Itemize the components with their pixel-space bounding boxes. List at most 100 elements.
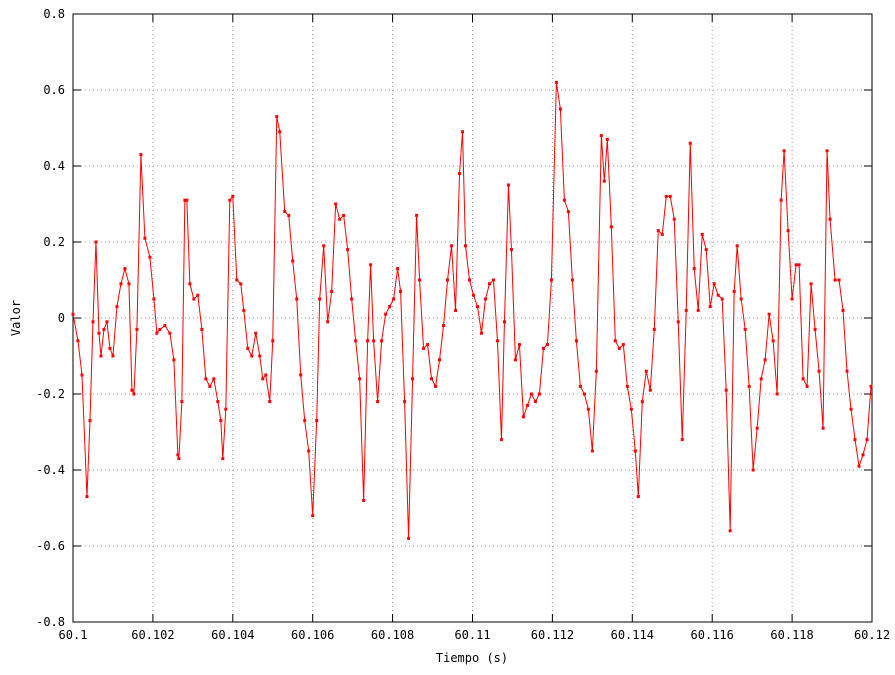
data-point bbox=[450, 244, 454, 248]
data-point bbox=[676, 320, 680, 324]
data-point bbox=[763, 358, 767, 362]
data-point bbox=[264, 373, 268, 377]
data-point bbox=[261, 377, 265, 381]
data-point bbox=[422, 346, 426, 350]
data-point bbox=[751, 468, 755, 472]
data-point bbox=[513, 358, 517, 362]
data-point bbox=[418, 278, 422, 282]
data-point bbox=[664, 194, 668, 198]
data-point bbox=[158, 327, 162, 331]
data-point bbox=[461, 130, 465, 134]
data-point bbox=[578, 384, 582, 388]
data-point bbox=[821, 426, 825, 430]
data-point bbox=[782, 149, 786, 153]
data-point bbox=[155, 331, 159, 335]
data-point bbox=[786, 229, 790, 233]
data-point bbox=[837, 278, 841, 282]
data-point bbox=[105, 320, 109, 324]
data-point bbox=[119, 282, 123, 286]
data-point bbox=[303, 419, 307, 423]
data-point bbox=[411, 377, 415, 381]
data-point bbox=[177, 457, 181, 461]
data-point bbox=[254, 331, 258, 335]
data-point bbox=[163, 324, 167, 328]
data-point bbox=[76, 339, 80, 343]
data-point bbox=[135, 327, 139, 331]
data-point bbox=[629, 407, 633, 411]
data-point bbox=[594, 369, 598, 373]
data-point bbox=[384, 312, 388, 316]
data-point bbox=[295, 297, 299, 301]
data-point bbox=[475, 305, 479, 309]
data-point bbox=[350, 297, 354, 301]
y-tick-label: 0.2 bbox=[43, 235, 65, 249]
x-tick-label: 60.112 bbox=[531, 628, 574, 642]
data-point bbox=[479, 331, 483, 335]
data-point bbox=[369, 263, 373, 267]
data-point bbox=[231, 194, 235, 198]
data-point bbox=[415, 213, 419, 217]
y-tick-label: 0.8 bbox=[43, 7, 65, 21]
data-point bbox=[849, 407, 853, 411]
data-point bbox=[275, 115, 279, 119]
data-point bbox=[287, 213, 291, 217]
data-point bbox=[668, 194, 672, 198]
data-point bbox=[228, 198, 232, 202]
data-point bbox=[219, 419, 223, 423]
x-tick-label: 60.1 bbox=[59, 628, 88, 642]
data-point bbox=[521, 415, 525, 419]
data-point bbox=[208, 384, 212, 388]
data-point bbox=[426, 343, 430, 347]
data-point bbox=[434, 384, 438, 388]
data-point bbox=[399, 289, 403, 293]
y-tick-label: -0.2 bbox=[36, 387, 65, 401]
data-point bbox=[143, 236, 147, 240]
data-point bbox=[755, 426, 759, 430]
data-point bbox=[545, 343, 549, 347]
data-point bbox=[644, 369, 648, 373]
data-point bbox=[617, 346, 621, 350]
data-point bbox=[660, 232, 664, 236]
data-point bbox=[529, 392, 533, 396]
data-point bbox=[108, 346, 112, 350]
data-point bbox=[771, 339, 775, 343]
data-point bbox=[790, 297, 794, 301]
data-point bbox=[403, 400, 407, 404]
data-point bbox=[127, 282, 131, 286]
data-point bbox=[358, 377, 362, 381]
x-tick-label: 60.102 bbox=[131, 628, 174, 642]
data-point bbox=[809, 282, 813, 286]
data-point bbox=[825, 149, 829, 153]
data-point bbox=[91, 320, 95, 324]
data-point bbox=[648, 388, 652, 392]
data-point bbox=[291, 259, 295, 263]
data-point bbox=[196, 293, 200, 297]
data-point bbox=[278, 130, 282, 134]
data-point bbox=[517, 343, 521, 347]
x-axis-label: Tiempo (s) bbox=[436, 651, 508, 665]
data-point bbox=[794, 263, 798, 267]
data-point bbox=[716, 293, 720, 297]
data-point bbox=[407, 536, 411, 540]
data-point bbox=[566, 210, 570, 214]
data-point bbox=[246, 346, 250, 350]
data-point bbox=[613, 339, 617, 343]
data-point bbox=[388, 305, 392, 309]
y-tick-label: -0.6 bbox=[36, 539, 65, 553]
plot-border bbox=[72, 13, 873, 623]
data-point bbox=[833, 278, 837, 282]
data-point bbox=[354, 339, 358, 343]
data-point bbox=[633, 449, 637, 453]
data-point bbox=[805, 384, 809, 388]
data-point bbox=[865, 438, 869, 442]
data-point bbox=[268, 400, 272, 404]
data-point bbox=[562, 198, 566, 202]
data-point bbox=[176, 453, 180, 457]
data-point bbox=[330, 289, 334, 293]
data-point bbox=[708, 305, 712, 309]
data-point bbox=[168, 331, 172, 335]
x-tick-label: 60.114 bbox=[611, 628, 654, 642]
data-point bbox=[590, 449, 594, 453]
data-point bbox=[672, 217, 676, 221]
data-point bbox=[845, 369, 849, 373]
